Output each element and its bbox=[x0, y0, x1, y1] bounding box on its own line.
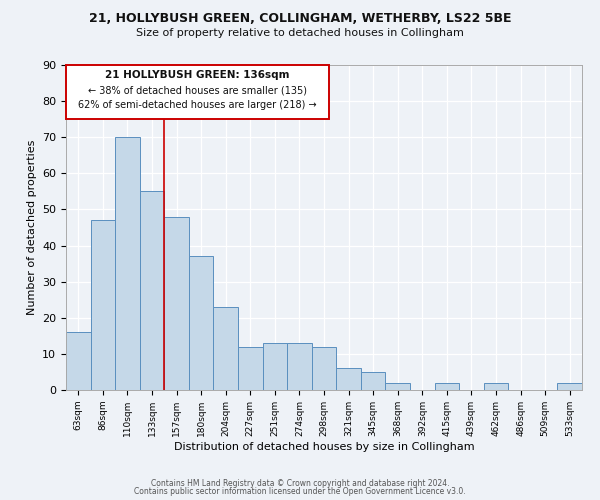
Bar bbox=[263, 343, 287, 390]
Bar bbox=[312, 346, 336, 390]
FancyBboxPatch shape bbox=[67, 65, 329, 119]
Bar bbox=[115, 137, 140, 390]
Bar bbox=[91, 220, 115, 390]
Bar bbox=[361, 372, 385, 390]
Bar bbox=[214, 307, 238, 390]
Text: ← 38% of detached houses are smaller (135): ← 38% of detached houses are smaller (13… bbox=[88, 86, 307, 96]
Bar bbox=[287, 343, 312, 390]
Bar bbox=[434, 383, 459, 390]
Text: Size of property relative to detached houses in Collingham: Size of property relative to detached ho… bbox=[136, 28, 464, 38]
Bar bbox=[336, 368, 361, 390]
Bar bbox=[140, 192, 164, 390]
Bar bbox=[557, 383, 582, 390]
Y-axis label: Number of detached properties: Number of detached properties bbox=[26, 140, 37, 315]
Text: 62% of semi-detached houses are larger (218) →: 62% of semi-detached houses are larger (… bbox=[79, 100, 317, 110]
Bar bbox=[385, 383, 410, 390]
Bar bbox=[484, 383, 508, 390]
Text: Contains public sector information licensed under the Open Government Licence v3: Contains public sector information licen… bbox=[134, 488, 466, 496]
Text: 21, HOLLYBUSH GREEN, COLLINGHAM, WETHERBY, LS22 5BE: 21, HOLLYBUSH GREEN, COLLINGHAM, WETHERB… bbox=[89, 12, 511, 26]
Bar bbox=[164, 216, 189, 390]
X-axis label: Distribution of detached houses by size in Collingham: Distribution of detached houses by size … bbox=[173, 442, 475, 452]
Bar bbox=[189, 256, 214, 390]
Bar bbox=[238, 346, 263, 390]
Text: Contains HM Land Registry data © Crown copyright and database right 2024.: Contains HM Land Registry data © Crown c… bbox=[151, 478, 449, 488]
Text: 21 HOLLYBUSH GREEN: 136sqm: 21 HOLLYBUSH GREEN: 136sqm bbox=[106, 70, 290, 80]
Bar bbox=[66, 332, 91, 390]
